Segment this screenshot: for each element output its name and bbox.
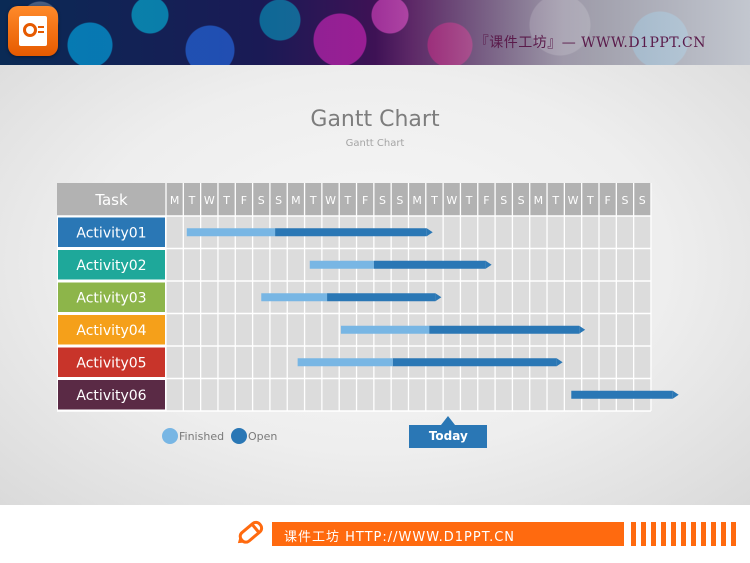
- finished-bar: [261, 293, 328, 302]
- day-header-label: S: [639, 194, 646, 207]
- day-header-label: T: [343, 194, 351, 207]
- task-label: Activity06: [76, 388, 146, 404]
- footer-stripe: [631, 522, 636, 546]
- task-label: Activity03: [76, 290, 146, 306]
- today-marker: Today: [409, 425, 488, 448]
- task-label: Activity02: [76, 258, 146, 274]
- task-header: Task: [94, 191, 128, 209]
- today-marker-arrow: [441, 416, 456, 425]
- day-header-label: F: [241, 194, 247, 207]
- day-header-label: T: [430, 194, 438, 207]
- task-label-cell: [58, 347, 165, 377]
- task-label-cell: [58, 282, 165, 312]
- header-banner-fade: [0, 0, 750, 65]
- day-header-label: F: [483, 194, 489, 207]
- open-bar-arrow: [672, 390, 679, 399]
- open-bar-arrow: [485, 260, 492, 269]
- footer-stripe: [671, 522, 676, 546]
- day-header-label: T: [188, 194, 196, 207]
- finished-bar: [340, 325, 430, 334]
- day-header-label: S: [379, 194, 386, 207]
- pencil-icon: [237, 520, 264, 544]
- open-bar: [373, 260, 486, 269]
- day-header-label: W: [204, 194, 215, 207]
- day-header-label: T: [222, 194, 230, 207]
- day-header-label: S: [518, 194, 525, 207]
- task-label-cell: [58, 250, 165, 280]
- day-header-label: T: [309, 194, 317, 207]
- gantt-header-row: [57, 183, 651, 216]
- open-bar-arrow: [426, 228, 433, 237]
- day-header-label: M: [170, 194, 180, 207]
- day-header-label: M: [291, 194, 301, 207]
- day-header-label: S: [275, 194, 282, 207]
- footer-text: 课件工坊 HTTP://WWW.D1PPT.CN: [284, 530, 516, 545]
- chart-subtitle: Gantt Chart: [345, 138, 405, 149]
- open-bar: [392, 358, 557, 367]
- header-site-text: 『课件工坊』— WWW.D1PPT.CN: [474, 35, 706, 51]
- task-label-cell: [58, 380, 165, 410]
- powerpoint-icon: [8, 6, 58, 56]
- day-header-label: W: [568, 194, 579, 207]
- footer-stripe: [721, 522, 726, 546]
- finished-bar: [309, 260, 374, 269]
- task-label-cell: [58, 217, 165, 247]
- footer-stripe: [661, 522, 666, 546]
- footer-stripe: [731, 522, 736, 546]
- day-header-label: S: [258, 194, 265, 207]
- day-header-label: S: [500, 194, 507, 207]
- legend-finished-label: Finished: [179, 430, 225, 443]
- task-label: Activity05: [76, 355, 146, 371]
- footer-stripe: [641, 522, 646, 546]
- day-header-label: S: [621, 194, 628, 207]
- day-header-label: M: [412, 194, 422, 207]
- day-header-label: T: [551, 194, 559, 207]
- open-bar-arrow: [435, 293, 442, 302]
- open-bar: [275, 228, 427, 237]
- footer-stripe: [681, 522, 686, 546]
- open-bar: [571, 390, 673, 399]
- open-bar: [327, 293, 436, 302]
- footer-stripe: [701, 522, 706, 546]
- day-header-label: W: [446, 194, 457, 207]
- finished-bar: [297, 358, 393, 367]
- task-label-cell: [58, 315, 165, 345]
- footer-stripe: [651, 522, 656, 546]
- day-header-label: T: [465, 194, 473, 207]
- legend-open-swatch: [231, 428, 247, 444]
- chart-title: Gantt Chart: [310, 107, 440, 132]
- open-bar-arrow: [579, 325, 586, 334]
- day-header-label: F: [362, 194, 368, 207]
- task-label: Activity04: [76, 323, 146, 339]
- legend-finished-swatch: [162, 428, 178, 444]
- day-header-label: T: [586, 194, 594, 207]
- task-label: Activity01: [76, 225, 146, 241]
- day-header-label: W: [325, 194, 336, 207]
- day-header-label: S: [396, 194, 403, 207]
- day-header-label: F: [604, 194, 610, 207]
- open-bar-arrow: [556, 358, 563, 367]
- day-header-label: M: [534, 194, 544, 207]
- finished-bar: [186, 228, 276, 237]
- footer-stripe: [711, 522, 716, 546]
- footer-stripe: [691, 522, 696, 546]
- open-bar: [429, 325, 580, 334]
- legend-open-label: Open: [248, 430, 278, 443]
- footer-bar: [272, 522, 624, 546]
